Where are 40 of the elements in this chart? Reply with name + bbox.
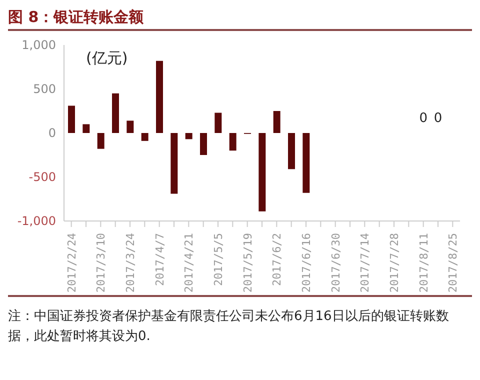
- chart-title: 图 8：银证转账金额: [8, 8, 472, 31]
- x-tick-label: 2017/7/28: [388, 233, 401, 293]
- y-tick-label: -1,000: [17, 214, 56, 228]
- x-tick-label: 2017/3/10: [94, 233, 108, 293]
- x-tick-label: 2017/6/16: [300, 233, 313, 293]
- y-tick-label: 0: [48, 126, 56, 140]
- bar: [170, 133, 178, 194]
- bar: [156, 60, 163, 133]
- bar: [258, 133, 266, 212]
- data-label: 0: [418, 111, 428, 126]
- y-tick-label: 1,000: [22, 38, 56, 52]
- x-tick-label: 2017/5/5: [212, 233, 225, 286]
- bar: [288, 133, 295, 170]
- x-tick-label: 2017/3/24: [124, 232, 137, 293]
- x-tick-label: 2017/6/2: [270, 233, 284, 286]
- x-tick-label: 2017/4/7: [153, 233, 166, 286]
- bar: [112, 93, 119, 133]
- bar: [229, 133, 236, 151]
- data-label: 0: [432, 111, 444, 126]
- x-tick-label: 2017/4/21: [182, 233, 196, 293]
- bar: [141, 133, 148, 141]
- text: 注：中国证券投资者保护基金有限责任公司未公布6月16日以后的银证转账数据，此处暂时将其设为0.: [8, 308, 450, 346]
- x-tick-label: 2017/8/25: [446, 233, 460, 293]
- x-tick-label: 2017/7/14: [358, 232, 372, 293]
- y-tick-label: -500: [28, 170, 56, 184]
- bar: [185, 133, 192, 140]
- x-tick-label: 2017/8/11: [417, 233, 430, 293]
- x-tick-label: 2017/5/19: [241, 233, 254, 293]
- bar: [82, 124, 90, 133]
- x-tick-label: 2017/2/24: [65, 232, 78, 293]
- bar: [97, 133, 104, 149]
- bar: [302, 133, 310, 193]
- y-tick-label: 500: [33, 82, 56, 96]
- bar: [273, 111, 280, 133]
- bar: [200, 133, 207, 155]
- bar: [214, 112, 222, 133]
- x-tick-label: 2017/6/30: [329, 233, 342, 293]
- y-axis-title: (亿元): [86, 49, 128, 68]
- bar: [68, 106, 75, 133]
- bar: [126, 120, 134, 133]
